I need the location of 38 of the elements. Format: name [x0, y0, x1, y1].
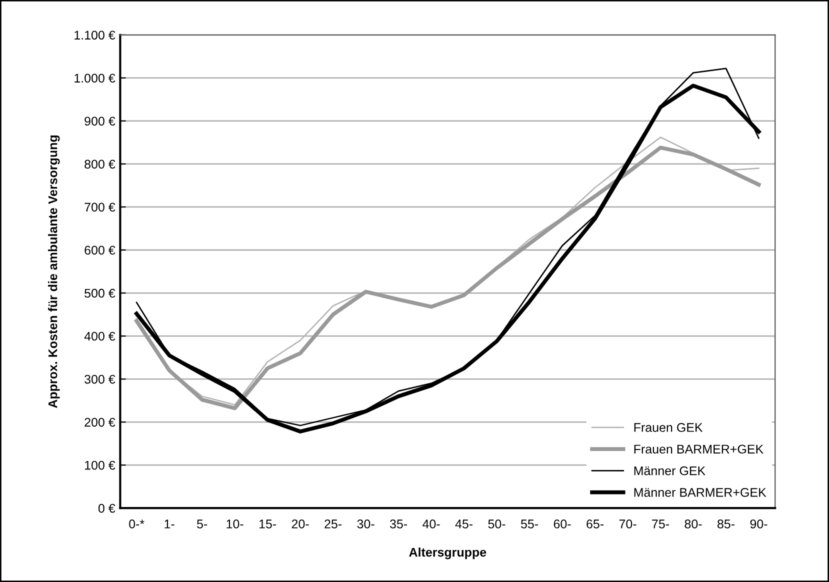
- x-tick-label: 80-: [684, 520, 702, 528]
- x-tick-label: 20-: [292, 520, 309, 528]
- x-tick-label: 10-: [226, 520, 244, 528]
- y-tick-label: 300 €: [84, 374, 116, 384]
- x-axis-title: Altersgruppe: [409, 548, 486, 560]
- legend-label: Männer BARMER+GEK: [634, 488, 766, 497]
- y-tick-label: 100 €: [85, 460, 116, 470]
- y-axis-title: Approx. Kosten für die ambulante Versorgung: [48, 136, 60, 408]
- x-tick-label: 75-: [652, 520, 669, 528]
- x-tick-label: 40-: [422, 520, 440, 528]
- x-tick-label: 0-*: [129, 520, 144, 528]
- y-tick-label: 700 €: [84, 202, 116, 212]
- x-tick-label: 25-: [324, 520, 342, 528]
- x-tick-label: 65-: [586, 520, 604, 528]
- x-tick-label: 1-: [164, 520, 174, 528]
- x-tick-label: 15-: [259, 520, 276, 528]
- y-tick-label: 0 €: [98, 504, 116, 513]
- x-tick-label: 85-: [718, 520, 734, 528]
- y-tick-label: 1.000 €: [74, 74, 116, 83]
- y-tick-label: 1.100 €: [74, 30, 116, 40]
- y-tick-label: 500 €: [84, 288, 116, 298]
- y-tick-label: 800 €: [84, 160, 116, 169]
- y-tick-label: 600 €: [84, 246, 116, 255]
- x-tick-label: 5-: [197, 520, 208, 528]
- y-tick-label: 200 €: [84, 418, 116, 427]
- y-tick-label: 400 €: [84, 332, 116, 341]
- x-tick-label: 45-: [455, 520, 473, 528]
- x-tick-label: 60-: [554, 520, 571, 528]
- x-tick-label: 90-: [750, 520, 768, 528]
- x-tick-label: 35-: [390, 520, 408, 528]
- legend-label: Frauen BARMER+GEK: [634, 444, 764, 454]
- x-tick-label: 55-: [520, 520, 538, 528]
- x-tick-label: 30-: [357, 520, 374, 528]
- legend-label: Männer GEK: [634, 466, 706, 476]
- x-tick-label: 70-: [619, 520, 636, 528]
- legend-label: Frauen GEK: [634, 423, 703, 432]
- y-tick-label: 900 €: [84, 116, 116, 126]
- x-tick-label: 50-: [488, 520, 506, 528]
